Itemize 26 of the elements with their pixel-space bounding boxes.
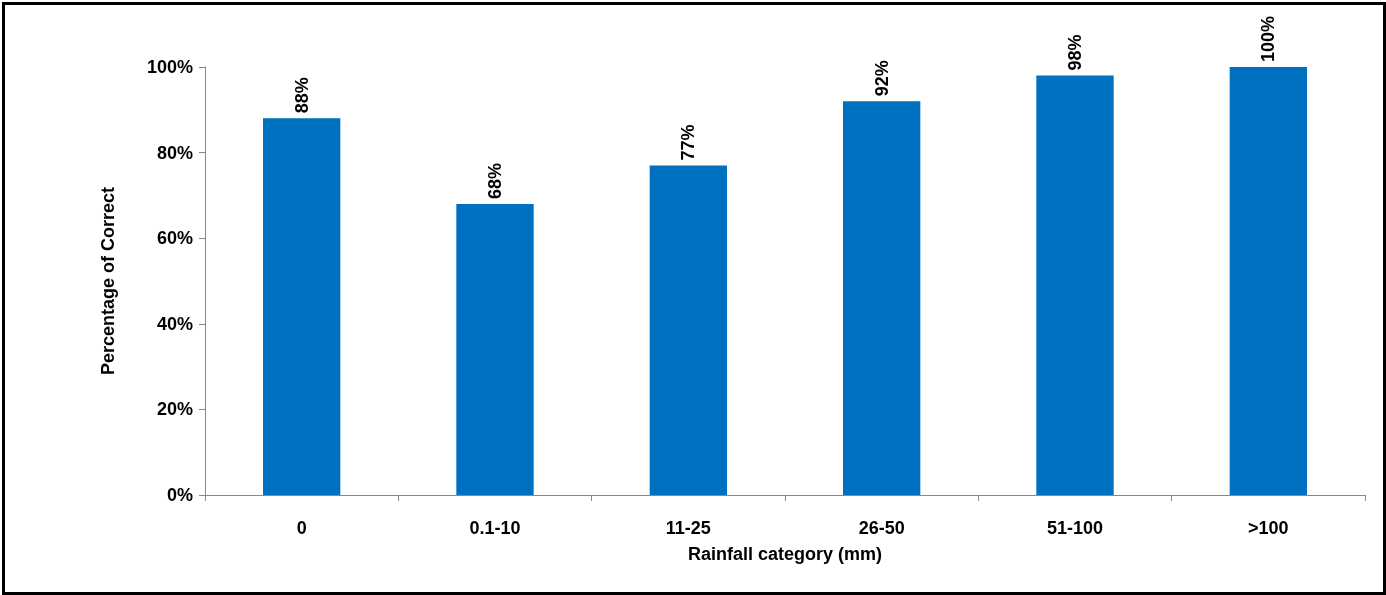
data-label: 77% (678, 124, 699, 161)
y-tick-label: 100% (146, 57, 193, 77)
y-tick-label: 0% (166, 485, 193, 505)
y-tick-label: 60% (156, 228, 193, 249)
bar (456, 203, 534, 495)
x-tick-label: 0.1-10 (469, 518, 521, 538)
bar (649, 165, 727, 495)
x-axis-title: Rainfall category (mm) (687, 544, 883, 564)
bar (1229, 67, 1307, 495)
data-label: 92% (871, 60, 892, 97)
x-tick-label: >100 (1248, 518, 1289, 538)
x-tick-label: 0 (296, 518, 307, 538)
bar (1036, 75, 1114, 495)
x-tick-label: 26-50 (858, 518, 905, 538)
data-label: 98% (1065, 34, 1085, 71)
bar (263, 118, 341, 495)
data-label: 88% (291, 77, 312, 114)
y-tick-label: 80% (156, 142, 193, 163)
x-tick-label: 11-25 (665, 518, 711, 538)
bar (843, 101, 921, 495)
data-label: 100% (1258, 15, 1279, 62)
x-tick-label: 51-100 (1046, 518, 1104, 538)
y-tick-label: 20% (156, 399, 193, 420)
data-label: 68% (485, 162, 505, 199)
y-axis-title: Percentage of Correct (98, 186, 118, 376)
y-tick-label: 40% (156, 313, 193, 334)
